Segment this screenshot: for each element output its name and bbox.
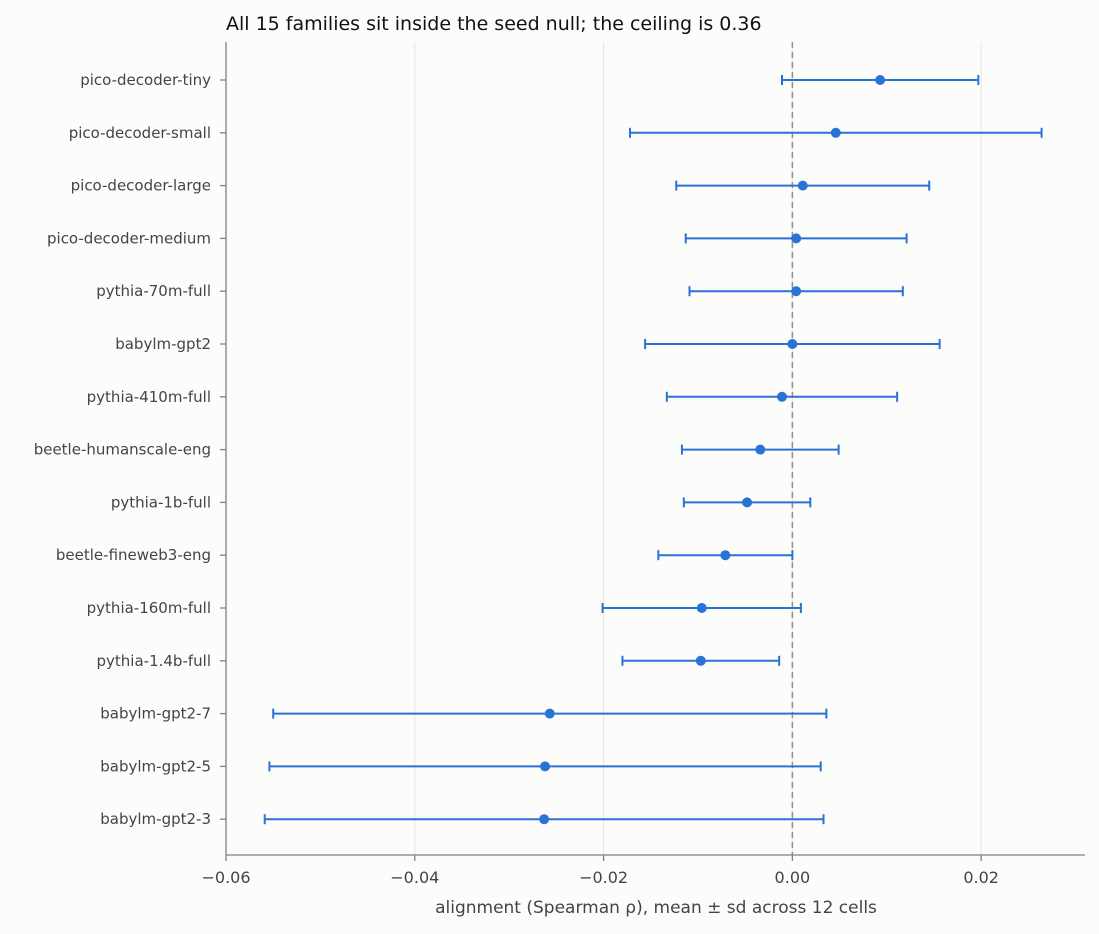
category-label: pico-decoder-medium xyxy=(47,229,211,247)
category-label: pico-decoder-tiny xyxy=(80,71,211,89)
mean-point xyxy=(539,814,550,825)
category-label: pythia-1b-full xyxy=(111,493,211,511)
x-tick-label: −0.02 xyxy=(579,868,628,887)
category-label: beetle-fineweb3-eng xyxy=(56,546,211,564)
category-label: pythia-410m-full xyxy=(87,388,211,406)
mean-point xyxy=(695,655,706,666)
mean-point xyxy=(696,603,707,613)
category-label: babylm-gpt2-7 xyxy=(100,705,211,723)
mean-point xyxy=(755,444,766,455)
category-label: pythia-1.4b-full xyxy=(97,652,211,670)
category-label: pythia-70m-full xyxy=(96,282,211,300)
category-label: pico-decoder-small xyxy=(69,124,211,142)
grid xyxy=(225,42,982,855)
mean-point xyxy=(875,75,886,85)
category-label: pico-decoder-large xyxy=(71,177,211,195)
mean-point xyxy=(787,339,798,349)
category-label: babylm-gpt2 xyxy=(115,335,211,353)
mean-point xyxy=(830,127,841,138)
axes xyxy=(225,42,1085,856)
chart-title: All 15 families sit inside the seed null… xyxy=(226,13,762,35)
category-label: babylm-gpt2-5 xyxy=(100,757,211,775)
mean-point xyxy=(797,180,808,191)
category-label: beetle-humanscale-eng xyxy=(34,441,211,459)
mean-point xyxy=(776,391,787,402)
mean-point xyxy=(742,497,753,508)
mean-point xyxy=(544,708,555,719)
x-axis-label: alignment (Spearman ρ), mean ± sd across… xyxy=(435,898,877,918)
category-label: babylm-gpt2-3 xyxy=(100,810,211,828)
data-marks xyxy=(263,75,1043,825)
x-tick-label: 0.00 xyxy=(775,868,811,887)
mean-point xyxy=(791,286,802,297)
x-tick-label: −0.04 xyxy=(390,868,439,887)
mean-point xyxy=(720,550,731,561)
x-tick-label: −0.06 xyxy=(201,868,250,887)
x-ticks: −0.06 −0.04 −0.02 0.00 0.02 xyxy=(201,855,999,887)
category-label: pythia-160m-full xyxy=(87,599,211,617)
mean-point xyxy=(540,761,551,772)
x-tick-label: 0.02 xyxy=(963,868,999,887)
category-labels: pico-decoder-tiny pico-decoder-small pico-… xyxy=(34,71,226,828)
mean-point xyxy=(791,233,802,244)
